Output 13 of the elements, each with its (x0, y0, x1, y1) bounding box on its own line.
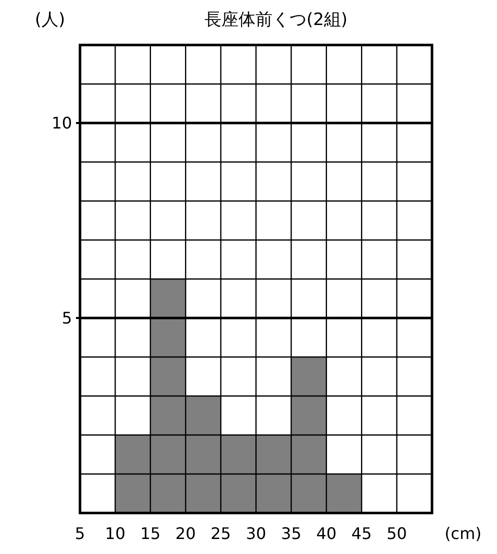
y-axis-title: (人) (34, 10, 66, 30)
x-tick-label: 20 (175, 524, 196, 543)
x-tick-label: 10 (105, 524, 126, 543)
x-tick-label: 35 (281, 524, 302, 543)
x-tick-label: 40 (316, 524, 337, 543)
x-tick-label: 50 (386, 524, 407, 543)
x-tick-label: 45 (351, 524, 372, 543)
x-tick-label: 15 (140, 524, 161, 543)
x-tick-label: 5 (74, 524, 86, 543)
chart-title: 長座体前くつ(2組) (204, 10, 348, 30)
x-axis-title: (cm) (444, 524, 482, 543)
x-tick-label: 30 (246, 524, 266, 543)
x-tick-label: 25 (210, 524, 231, 543)
